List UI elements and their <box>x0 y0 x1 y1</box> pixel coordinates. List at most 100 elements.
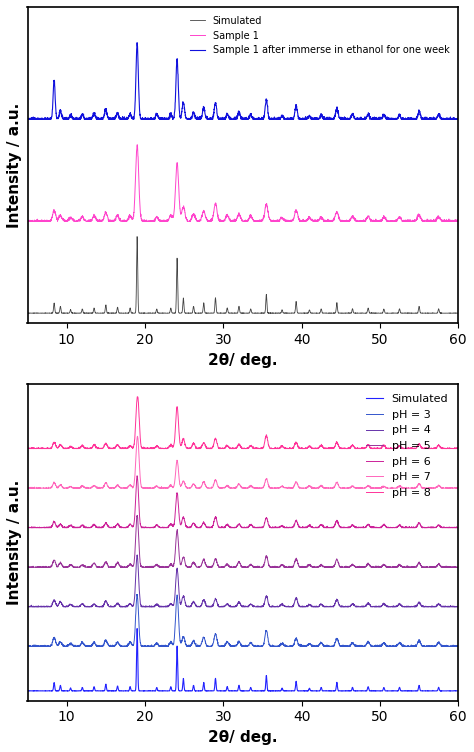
Simulated <box>25 308 30 317</box>
Line: pH = 7: pH = 7 <box>27 436 458 488</box>
pH = 7 <box>209 483 214 492</box>
Sample 1 <box>209 216 214 225</box>
Y-axis label: Intensity / a.u.: Intensity / a.u. <box>7 102 22 228</box>
pH = 4 <box>135 550 140 559</box>
Simulated <box>401 308 407 317</box>
Sample 1 <box>447 217 453 226</box>
Sample 1 <box>190 210 196 219</box>
Sample 1 after immerse in ethanol for one week <box>134 38 140 47</box>
pH = 6 <box>456 523 461 532</box>
Sample 1 after immerse in ethanol for one week <box>401 115 407 124</box>
Simulated <box>447 687 453 696</box>
pH = 5 <box>25 562 30 572</box>
Simulated <box>190 683 196 692</box>
Sample 1 after immerse in ethanol for one week <box>456 113 461 122</box>
pH = 8 <box>135 393 140 402</box>
pH = 8 <box>25 444 30 453</box>
pH = 3 <box>25 641 30 650</box>
pH = 8 <box>100 444 105 453</box>
pH = 3 <box>456 641 461 650</box>
pH = 4 <box>401 602 406 611</box>
Simulated <box>25 308 30 317</box>
pH = 3 <box>100 641 105 650</box>
pH = 3 <box>209 641 214 650</box>
pH = 6 <box>190 519 196 528</box>
X-axis label: 2θ/ deg.: 2θ/ deg. <box>208 730 278 745</box>
Simulated <box>190 305 196 314</box>
Sample 1 <box>25 217 30 226</box>
Sample 1 after immerse in ethanol for one week <box>25 114 30 123</box>
pH = 6 <box>447 523 453 532</box>
pH = 3 <box>135 590 140 599</box>
Simulated <box>456 687 461 696</box>
Sample 1 after immerse in ethanol for one week <box>209 115 214 124</box>
pH = 8 <box>447 444 453 453</box>
Sample 1 after immerse in ethanol for one week <box>447 114 453 123</box>
pH = 8 <box>209 444 214 453</box>
pH = 5 <box>401 562 407 572</box>
Legend: Simulated, Sample 1, Sample 1 after immerse in ethanol for one week: Simulated, Sample 1, Sample 1 after imme… <box>186 12 454 59</box>
pH = 6 <box>401 523 406 532</box>
Sample 1 <box>100 216 105 225</box>
pH = 7 <box>401 484 407 493</box>
Simulated <box>456 308 461 317</box>
pH = 3 <box>25 642 31 651</box>
Line: pH = 5: pH = 5 <box>27 515 458 567</box>
Sample 1 <box>25 217 30 226</box>
Sample 1 <box>456 217 461 226</box>
Sample 1 <box>74 217 80 226</box>
pH = 7 <box>190 480 196 489</box>
Sample 1 after immerse in ethanol for one week <box>190 108 196 117</box>
pH = 7 <box>100 484 105 493</box>
pH = 7 <box>447 484 453 493</box>
pH = 5 <box>25 562 30 572</box>
Line: Simulated: Simulated <box>27 237 458 313</box>
pH = 5 <box>447 562 453 572</box>
Simulated <box>25 687 30 696</box>
pH = 5 <box>456 562 461 572</box>
Legend: Simulated, pH = 3, pH = 4, pH = 5, pH = 6, pH = 7, pH = 8: Simulated, pH = 3, pH = 4, pH = 5, pH = … <box>362 390 453 502</box>
Simulated <box>447 308 453 317</box>
pH = 4 <box>190 598 196 607</box>
X-axis label: 2θ/ deg.: 2θ/ deg. <box>208 353 278 368</box>
Line: pH = 3: pH = 3 <box>27 595 458 647</box>
pH = 4 <box>209 602 214 611</box>
pH = 3 <box>190 637 196 646</box>
pH = 4 <box>447 602 453 611</box>
Sample 1 after immerse in ethanol for one week <box>25 115 31 124</box>
Simulated <box>134 232 140 241</box>
Sample 1 <box>401 217 407 226</box>
pH = 4 <box>74 602 80 611</box>
pH = 4 <box>456 602 461 611</box>
pH = 8 <box>25 443 30 452</box>
pH = 3 <box>447 642 453 651</box>
Simulated <box>25 686 30 695</box>
Simulated <box>209 308 214 317</box>
pH = 6 <box>134 472 140 481</box>
pH = 5 <box>74 562 80 572</box>
Simulated <box>74 308 80 317</box>
pH = 7 <box>25 484 31 493</box>
Simulated <box>74 687 80 696</box>
pH = 8 <box>401 444 407 453</box>
Line: Sample 1 after immerse in ethanol for one week: Sample 1 after immerse in ethanol for on… <box>27 43 458 120</box>
pH = 3 <box>401 641 407 650</box>
pH = 5 <box>190 558 196 567</box>
pH = 4 <box>25 602 30 611</box>
Line: Sample 1: Sample 1 <box>27 144 458 221</box>
Sample 1 after immerse in ethanol for one week <box>100 115 105 124</box>
Line: Simulated: Simulated <box>27 629 458 691</box>
pH = 5 <box>135 511 140 520</box>
pH = 7 <box>74 484 80 493</box>
Simulated <box>209 687 214 696</box>
pH = 3 <box>74 642 80 651</box>
pH = 8 <box>456 444 461 453</box>
pH = 5 <box>100 562 105 572</box>
Sample 1 after immerse in ethanol for one week <box>74 114 80 123</box>
Simulated <box>100 687 105 696</box>
pH = 7 <box>25 484 30 493</box>
Line: pH = 8: pH = 8 <box>27 397 458 449</box>
pH = 6 <box>74 523 80 532</box>
pH = 7 <box>456 484 461 493</box>
pH = 6 <box>100 523 105 532</box>
